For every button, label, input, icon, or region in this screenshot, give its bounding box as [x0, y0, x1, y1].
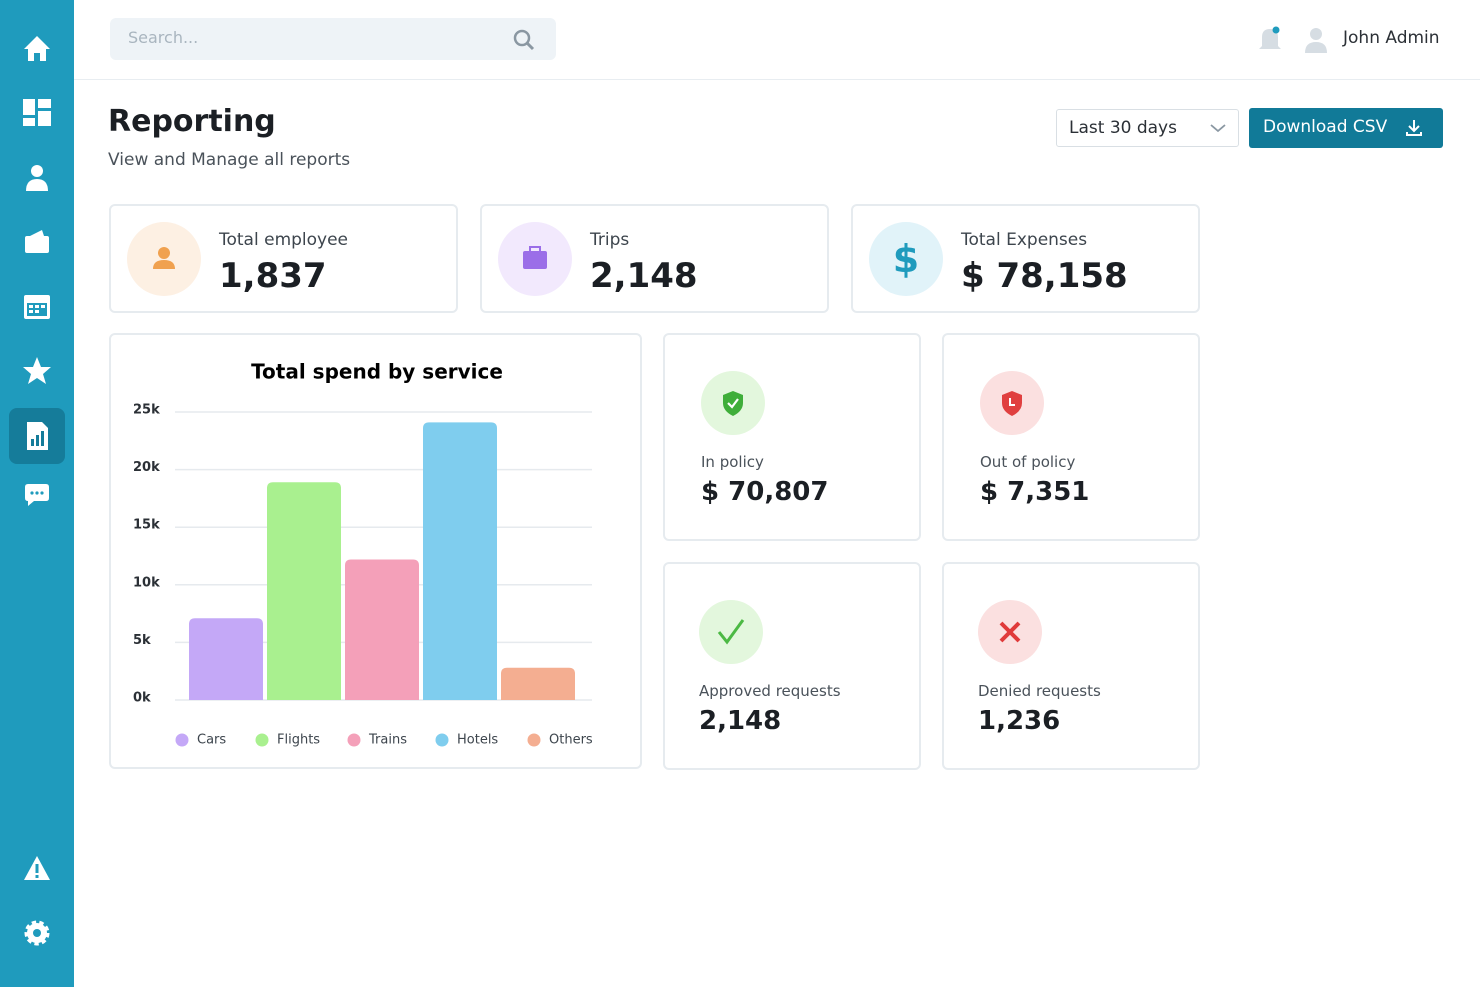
out-of-policy-icon [980, 371, 1044, 435]
search-input[interactable]: Search... [110, 18, 556, 60]
stat-card: $ Total Expenses $ 78,158 [851, 204, 1200, 313]
stat-value: 2,148 [590, 256, 698, 296]
bar-chart: Total spend by service 0k 5k 10k 15k 20k 25k C… [133, 360, 593, 748]
bar [423, 422, 497, 700]
stat-label: Total Expenses [961, 230, 1088, 250]
notifications-bell[interactable] [1256, 24, 1284, 54]
legend-swatch [255, 733, 269, 747]
period-label: Last 30 days [1069, 118, 1177, 138]
tile-label: Approved requests [699, 682, 841, 700]
legend-label: Others [549, 733, 593, 748]
request-tile: Denied requests 1,236 [942, 562, 1200, 770]
reports-icon[interactable] [9, 408, 65, 464]
home-icon[interactable] [14, 25, 60, 71]
stat-label: Total employee [219, 230, 349, 250]
favorites-icon[interactable] [14, 348, 60, 394]
dropdown-arrow [1210, 124, 1226, 133]
dashboard-icon[interactable] [14, 89, 60, 135]
policy-tile: Out of policy $ 7,351 [942, 333, 1200, 541]
chat-icon[interactable] [14, 472, 60, 518]
wallet-icon[interactable] [14, 219, 60, 265]
tile-label: Out of policy [980, 453, 1076, 471]
policy-tile: In policy $ 70,807 [663, 333, 921, 541]
page-title: Reporting [108, 104, 276, 139]
stat-value: $ 78,158 [961, 256, 1128, 296]
in-policy-icon [701, 371, 765, 435]
legend-swatch [347, 733, 361, 747]
tile-label: Denied requests [978, 682, 1101, 700]
users-icon[interactable] [14, 154, 60, 200]
top-bar [74, 0, 1480, 80]
approved-icon [699, 600, 763, 664]
bar [189, 618, 263, 700]
legend-swatch [435, 733, 449, 747]
y-tick-label: 25k [133, 403, 160, 418]
tile-value: $ 70,807 [701, 477, 829, 507]
settings-icon[interactable] [14, 910, 60, 956]
y-tick-label: 15k [133, 518, 160, 533]
trips-icon [498, 222, 572, 296]
sidebar [0, 0, 74, 987]
y-tick-label: 20k [133, 460, 160, 475]
legend-swatch [175, 733, 189, 747]
request-tile: Approved requests 2,148 [663, 562, 921, 770]
page-subtitle: View and Manage all reports [108, 150, 351, 170]
download-label: Download CSV [1263, 117, 1388, 137]
y-tick-label: 10k [133, 575, 160, 590]
user-avatar[interactable] [1302, 24, 1330, 54]
legend-label: Trains [368, 733, 407, 748]
bar [345, 559, 419, 700]
calendar-icon[interactable] [14, 283, 60, 329]
expenses-icon: $ [869, 222, 943, 296]
tile-value: 1,236 [978, 706, 1061, 736]
stat-card: Trips 2,148 [480, 204, 829, 313]
search-icon [513, 29, 535, 51]
alerts-icon[interactable] [14, 846, 60, 892]
y-tick-label: 5k [133, 633, 151, 648]
y-tick-label: 0k [133, 691, 151, 706]
stat-card: Total employee 1,837 [109, 204, 458, 313]
denied-icon [978, 600, 1042, 664]
bar [501, 667, 575, 700]
chart-title: Total spend by service [251, 360, 503, 384]
legend-label: Hotels [457, 733, 498, 748]
period-dropdown[interactable]: Last 30 days [1056, 109, 1239, 147]
legend-label: Flights [277, 733, 320, 748]
legend-swatch [527, 733, 541, 747]
tile-value: 2,148 [699, 706, 782, 736]
tile-label: In policy [701, 453, 764, 471]
legend-label: Cars [197, 733, 226, 748]
employee-icon [127, 222, 201, 296]
download-icon [1406, 120, 1422, 136]
search-placeholder: Search... [128, 28, 199, 47]
chart-card: Total spend by service 0k 5k 10k 15k 20k 25k C… [109, 333, 642, 769]
stat-value: 1,837 [219, 256, 327, 296]
user-name[interactable]: John Admin [1343, 28, 1440, 48]
tile-value: $ 7,351 [980, 477, 1090, 507]
svg-text:$: $ [893, 237, 919, 281]
stat-label: Trips [590, 230, 630, 250]
bar [267, 482, 341, 700]
download-csv-button[interactable]: Download CSV [1249, 108, 1443, 148]
